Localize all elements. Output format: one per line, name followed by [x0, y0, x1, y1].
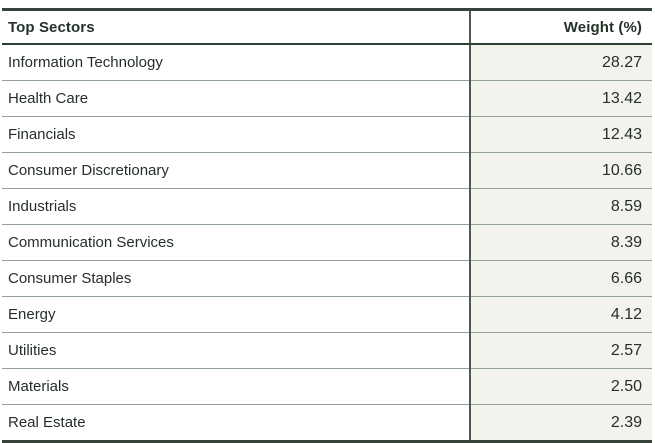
- weight-value: 8.39: [469, 224, 652, 261]
- table-row: Materials 2.50: [2, 368, 652, 405]
- weight-value: 10.66: [469, 152, 652, 189]
- table-row: Information Technology 28.27: [2, 44, 652, 81]
- sector-name: Utilities: [2, 332, 470, 369]
- table-row: Consumer Discretionary 10.66: [2, 152, 652, 189]
- top-sectors-table-container: Top Sectors Weight (%) Information Techn…: [2, 8, 652, 443]
- weight-value: 28.27: [469, 44, 652, 81]
- weight-value: 2.39: [469, 404, 652, 442]
- weight-value: 2.50: [469, 368, 652, 405]
- sector-name: Materials: [2, 368, 470, 405]
- sector-name: Communication Services: [2, 224, 470, 261]
- table-row: Health Care 13.42: [2, 80, 652, 117]
- column-header-top-sectors: Top Sectors: [2, 9, 470, 45]
- header-row: Top Sectors Weight (%): [2, 9, 652, 45]
- table-row: Energy 4.12: [2, 296, 652, 333]
- sector-name: Real Estate: [2, 404, 470, 442]
- top-sectors-table: Top Sectors Weight (%) Information Techn…: [2, 8, 652, 443]
- table-row: Utilities 2.57: [2, 332, 652, 369]
- sector-name: Health Care: [2, 80, 470, 117]
- sector-name: Information Technology: [2, 44, 470, 81]
- column-header-weight: Weight (%): [469, 9, 652, 45]
- weight-value: 13.42: [469, 80, 652, 117]
- sector-name: Energy: [2, 296, 470, 333]
- table-row: Financials 12.43: [2, 116, 652, 153]
- weight-value: 12.43: [469, 116, 652, 153]
- sector-name: Industrials: [2, 188, 470, 225]
- weight-value: 8.59: [469, 188, 652, 225]
- sector-name: Consumer Discretionary: [2, 152, 470, 189]
- sector-name: Financials: [2, 116, 470, 153]
- weight-value: 2.57: [469, 332, 652, 369]
- sector-name: Consumer Staples: [2, 260, 470, 297]
- table-body: Information Technology 28.27 Health Care 13…: [2, 44, 652, 442]
- table-row: Consumer Staples 6.66: [2, 260, 652, 297]
- table-row: Industrials 8.59: [2, 188, 652, 225]
- weight-value: 4.12: [469, 296, 652, 333]
- weight-value: 6.66: [469, 260, 652, 297]
- table-row: Real Estate 2.39: [2, 404, 652, 442]
- table-row: Communication Services 8.39: [2, 224, 652, 261]
